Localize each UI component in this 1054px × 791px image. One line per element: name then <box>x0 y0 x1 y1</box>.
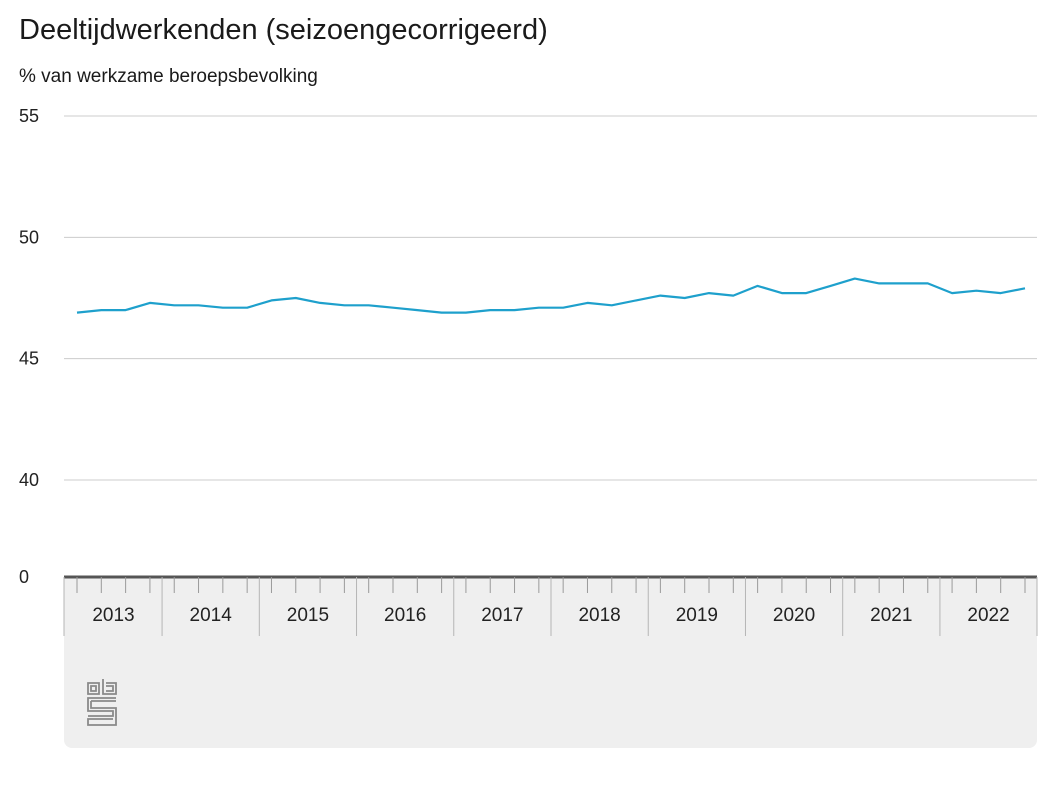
y-tick-label: 40 <box>19 470 39 490</box>
y-tick-label: 45 <box>19 349 39 369</box>
x-tick-label: 2021 <box>870 605 912 626</box>
x-tick-label: 2014 <box>190 605 233 626</box>
x-tick-label: 2020 <box>773 605 815 626</box>
chart-subtitle: % van werkzame beroepsbevolking <box>19 66 318 87</box>
x-tick-label: 2016 <box>384 605 426 626</box>
x-tick-label: 2013 <box>92 605 134 626</box>
x-axis-panel <box>64 577 1037 748</box>
y-tick-label: 55 <box>19 106 39 126</box>
x-tick-label: 2022 <box>967 605 1009 626</box>
y-tick-label: 50 <box>19 227 39 247</box>
x-tick-label: 2019 <box>676 605 718 626</box>
x-tick-label: 2015 <box>287 605 329 626</box>
chart-title: Deeltijdwerkenden (seizoengecorrigeerd) <box>19 14 548 46</box>
x-tick-label: 2017 <box>481 605 523 626</box>
x-tick-label: 2018 <box>578 605 620 626</box>
cbs-logo-icon <box>87 679 117 726</box>
series-line <box>76 277 1026 314</box>
y-tick-label: 0 <box>19 567 29 587</box>
